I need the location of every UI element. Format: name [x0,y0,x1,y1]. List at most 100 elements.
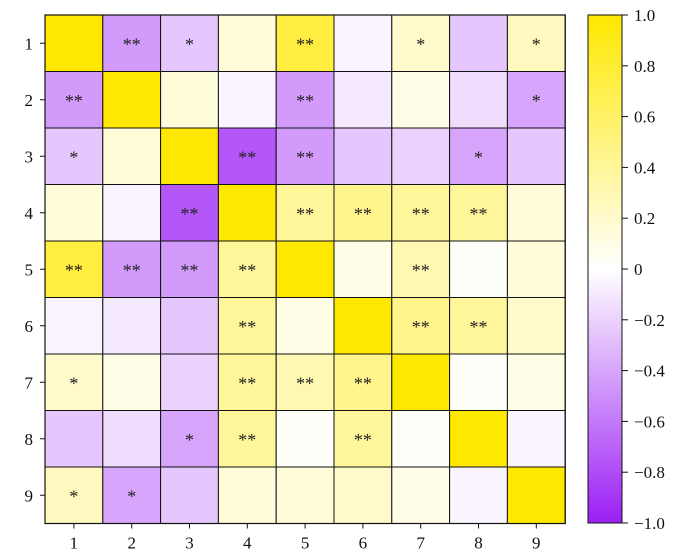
heatmap-cell-r3-c1 [44,127,104,185]
x-axis: 1 2 3 4 5 6 7 8 9 [70,523,541,553]
significance-label: * [416,34,425,54]
significance-label: * [474,147,483,167]
significance-label: ** [238,373,256,393]
heatmap-cell-r1-c6 [333,14,393,72]
significance-label: * [532,91,541,111]
colorbar-tick-label: 0.6 [634,108,655,127]
heatmap-cell-r6-c9 [506,297,566,355]
heatmap-cell-r3-c9 [506,127,566,185]
significance-label: ** [181,260,199,280]
heatmap-cell-r9-c8 [449,466,508,524]
heatmap-cell-r8-c4 [217,410,277,468]
heatmap-cells [44,14,566,525]
heatmap-cell-r7-c2 [102,353,162,411]
heatmap-cell-r8-c5 [275,410,335,468]
significance-label: ** [238,430,256,450]
heatmap-cell-r5-c7 [391,240,451,298]
heatmap-cell-r1-c2 [102,14,162,72]
heatmap-cell-r1-c8 [449,14,508,72]
heatmap-cell-r2-c8 [449,71,508,129]
colorbar-tick-label: 0.8 [634,57,655,76]
x-tick-label: 1 [70,534,79,553]
heatmap-cell-r7-c8 [449,353,508,411]
colorbar: 1.0 0.8 0.6 0.4 0.2 0 −0.2 −0.4 −0.6 −0.8 −1.0 [587,6,665,533]
heatmap-cell-r9-c5 [275,466,335,524]
significance-label: ** [65,260,83,280]
x-tick-label: 6 [359,534,368,553]
significance-label: ** [296,373,314,393]
y-tick-label: 1 [25,34,34,53]
significance-label: * [69,373,78,393]
heatmap-cell-r2-c1 [44,71,104,129]
heatmap-cell-r6-c6 [333,297,393,355]
significance-label: ** [412,204,430,224]
significance-label: ** [238,317,256,337]
heatmap-cell-r1-c4 [217,14,277,72]
significance-label: ** [123,260,141,280]
heatmap-cell-r5-c4 [217,240,277,298]
heatmap-cell-r6-c2 [102,297,162,355]
heatmap-cell-r2-c7 [391,71,451,129]
heatmap-cell-r7-c5 [275,353,335,411]
heatmap-cell-r7-c7 [391,353,451,411]
significance-label: ** [296,34,314,54]
colorbar-tick-label: 0.4 [634,158,656,177]
heatmap-cell-r5-c3 [160,240,219,298]
significance-label: * [185,34,194,54]
heatmap-cell-r5-c8 [449,240,508,298]
heatmap-cell-r4-c1 [44,184,104,242]
heatmap-cell-r2-c9 [506,71,566,129]
heatmap-cell-r4-c4 [217,184,277,242]
heatmap-cell-r9-c1 [44,466,104,524]
heatmap-cell-r3-c7 [391,127,451,185]
heatmap-cell-r6-c1 [44,297,104,355]
heatmap-cell-r1-c1 [44,14,104,72]
y-tick-label: 3 [25,147,34,166]
significance-label: ** [470,204,488,224]
heatmap-cell-r7-c1 [44,353,104,411]
significance-label: ** [296,91,314,111]
y-tick-label: 9 [25,486,34,505]
colorbar-tick-label: 0 [634,260,643,279]
heatmap-cell-r3-c5 [275,127,335,185]
heatmap-cell-r2-c5 [275,71,335,129]
significance-label: ** [65,91,83,111]
x-tick-label: 2 [127,534,136,553]
y-tick-label: 2 [25,91,34,110]
colorbar-tick-label: 0.2 [634,209,655,228]
x-tick-label: 4 [243,534,252,553]
heatmap-cell-r5-c1 [44,240,104,298]
significance-label: ** [181,204,199,224]
significance-label: ** [412,317,430,337]
significance-label: ** [238,260,256,280]
x-tick-label: 3 [185,534,194,553]
heatmap-cell-r9-c3 [160,466,219,524]
significance-label: ** [354,430,372,450]
colorbar-tick-label: 1.0 [634,6,655,25]
heatmap-cell-r3-c2 [102,127,162,185]
significance-label: * [185,430,194,450]
heatmap-cell-r5-c9 [506,240,566,298]
x-tick-label: 8 [474,534,483,553]
y-tick-label: 7 [25,373,34,392]
significance-label: * [69,486,78,506]
heatmap-cell-r7-c9 [506,353,566,411]
colorbar-tick-label: −1.0 [634,514,665,533]
significance-label: ** [123,34,141,54]
heatmap-cell-r9-c9 [506,466,566,524]
heatmap-cell-r3-c4 [217,127,277,185]
heatmap-cell-r8-c3 [160,410,219,468]
heatmap-cell-r2-c4 [217,71,277,129]
heatmap-cell-r9-c2 [102,466,162,524]
heatmap-cell-r4-c9 [506,184,566,242]
significance-label: ** [354,373,372,393]
x-tick-label: 5 [301,534,310,553]
significance-label: * [532,34,541,54]
colorbar-tick-label: −0.4 [634,362,665,381]
colorbar-tick-label: −0.6 [634,412,665,431]
heatmap-cell-r6-c3 [160,297,219,355]
y-axis: 1 2 3 4 5 6 7 8 9 [25,34,45,505]
heatmap-cell-r6-c5 [275,297,335,355]
y-tick-label: 5 [25,260,34,279]
heatmap-cell-r8-c2 [102,410,162,468]
